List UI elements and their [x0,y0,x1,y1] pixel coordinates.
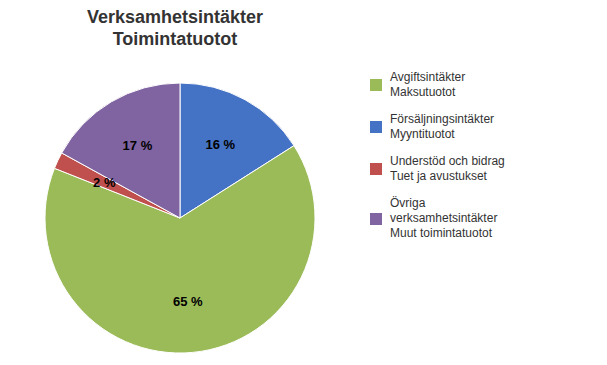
svg-text:17 %: 17 % [123,138,153,153]
html-text:Försäljningsintäkter Myyntituo: Försäljningsintäkter Myyntituotot [390,112,494,141]
svg-text:16 %: 16 % [206,137,236,152]
html-text:Verksamhetsintäkter Toimintatu: Verksamhetsintäkter Toimintatuotot [86,7,263,49]
html-text:Övriga verksamhetsintäkter Muu: Övriga verksamhetsintäkter Muut toiminta… [390,196,498,240]
svg-text:2 %: 2 % [93,175,116,190]
html-text:Avgiftsintäkter Maksutuotot: Avgiftsintäkter Maksutuotot [390,70,466,99]
html-text:Understöd och bidrag Tuet ja a: Understöd och bidrag Tuet ja avustukset [390,154,505,183]
svg-text:65 %: 65 % [173,294,203,309]
